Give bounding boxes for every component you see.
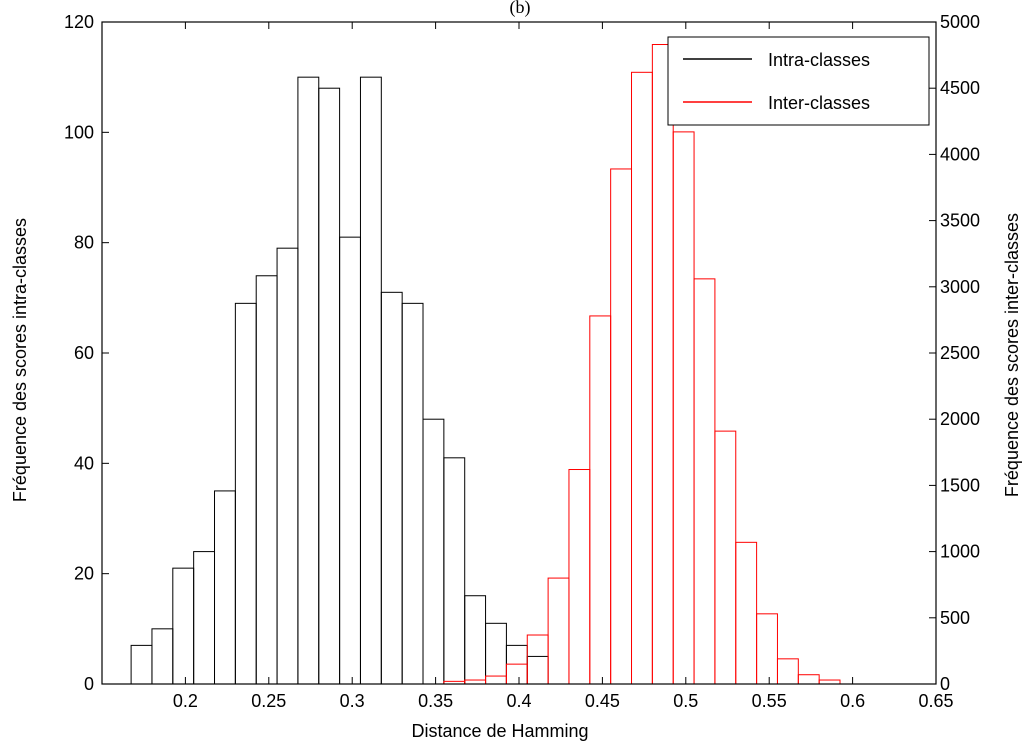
- y-right-tick-label-8: 4000: [940, 144, 980, 164]
- bar-intra-classes-14: [422, 418, 445, 685]
- bar-intra-classes-4: [214, 490, 236, 685]
- x-tick-label-9: 0.65: [918, 691, 953, 711]
- left-y-axis-ticks: 0 20 40 60 80 100 120: [64, 12, 109, 694]
- y-right-tick-label-7: 3500: [940, 211, 980, 231]
- bar-inter-classes-6: [568, 469, 591, 685]
- bar-inter-classes-8: [610, 168, 633, 685]
- bar-inter-classes-9: [631, 71, 653, 685]
- y-right-tick-label-2: 1000: [940, 542, 980, 562]
- x-axis-title: Distance de Hamming: [411, 721, 588, 741]
- bar-inter-classes-10: [651, 44, 674, 685]
- y-right-tick-label-5: 2500: [940, 343, 980, 363]
- y-left-tick-label-2: 40: [74, 453, 94, 473]
- legend-label-inter: Inter-classes: [768, 93, 870, 113]
- bar-inter-classes-5: [547, 577, 570, 685]
- y-left-tick-label-1: 20: [74, 564, 94, 584]
- bar-inter-classes-15: [756, 613, 778, 685]
- legend-box: [667, 36, 930, 126]
- bar-intra-classes-tail-0: [505, 644, 528, 685]
- y-right-tick-label-3: 1500: [940, 475, 980, 495]
- bar-intra-classes-9: [318, 87, 341, 685]
- left-y-axis-title: Fréquence des scores intra-classes: [10, 218, 30, 502]
- x-axis-ticks: 0.2 0.25 0.3 0.35 0.4 0.45 0.5 0.55 0.6 0.65: [173, 22, 954, 711]
- inter-classes-bars: [443, 44, 841, 685]
- bar-intra-classes-17: [485, 622, 507, 685]
- bar-intra-classes-1: [151, 628, 174, 685]
- bar-intra-classes-6: [255, 275, 278, 685]
- bar-inter-classes-16: [776, 658, 799, 685]
- y-left-tick-label-5: 100: [64, 122, 94, 142]
- y-right-tick-label-4: 2000: [940, 409, 980, 429]
- y-right-tick-label-0: 0: [940, 674, 950, 694]
- bar-intra-classes-11: [359, 76, 382, 685]
- y-left-tick-label-4: 80: [74, 233, 94, 253]
- x-tick-label-3: 0.35: [418, 691, 453, 711]
- right-y-axis-ticks: 0 500 1000 1500 2000 2500 3000 3500 4000 4500 5000: [929, 12, 980, 694]
- legend: Intra-classes Inter-classes: [667, 36, 930, 126]
- bar-intra-classes-7: [276, 247, 299, 685]
- bar-inter-classes-13: [714, 430, 737, 685]
- bar-intra-classes-13: [401, 302, 424, 685]
- y-right-tick-label-10: 5000: [940, 12, 980, 32]
- bar-inter-classes-7: [589, 315, 612, 685]
- y-left-tick-label-3: 60: [74, 343, 94, 363]
- bar-inter-classes-17: [797, 674, 820, 685]
- y-right-tick-label-1: 500: [940, 608, 970, 628]
- x-tick-label-6: 0.5: [673, 691, 698, 711]
- bar-inter-classes-12: [693, 278, 716, 685]
- bar-intra-classes-5: [234, 302, 257, 685]
- bar-inter-classes-14: [735, 541, 758, 685]
- x-tick-label-4: 0.4: [506, 691, 531, 711]
- bar-intra-classes-2: [172, 567, 195, 685]
- bar-inter-classes-4: [526, 634, 549, 685]
- x-tick-label-7: 0.55: [752, 691, 787, 711]
- bar-inter-classes-11: [672, 131, 695, 685]
- x-tick-label-2: 0.3: [340, 691, 365, 711]
- bar-intra-classes-0: [130, 644, 153, 685]
- y-left-tick-label-0: 0: [84, 674, 94, 694]
- y-right-tick-label-6: 3000: [940, 277, 980, 297]
- bar-intra-classes-3: [193, 551, 216, 685]
- bar-intra-classes-16: [464, 595, 487, 685]
- bar-intra-classes-10: [339, 236, 361, 685]
- bar-intra-classes-8: [297, 76, 320, 685]
- y-right-tick-label-9: 4500: [940, 78, 980, 98]
- x-tick-label-5: 0.45: [585, 691, 620, 711]
- x-tick-label-8: 0.6: [840, 691, 865, 711]
- y-left-tick-label-6: 120: [64, 12, 94, 32]
- bar-intra-classes-12: [380, 291, 403, 685]
- bar-intra-classes-15: [443, 457, 466, 685]
- x-tick-label-1: 0.25: [251, 691, 286, 711]
- bar-inter-classes-2: [485, 675, 507, 685]
- intra-classes-bars: [130, 76, 549, 685]
- chart-title: (b): [510, 0, 531, 18]
- x-tick-label-0: 0.2: [173, 691, 198, 711]
- legend-label-intra: Intra-classes: [768, 50, 870, 70]
- bar-intra-classes-tail-1: [526, 655, 549, 685]
- right-y-axis-title: Fréquence des scores inter-classes: [1002, 213, 1022, 497]
- bar-inter-classes-3: [505, 663, 528, 685]
